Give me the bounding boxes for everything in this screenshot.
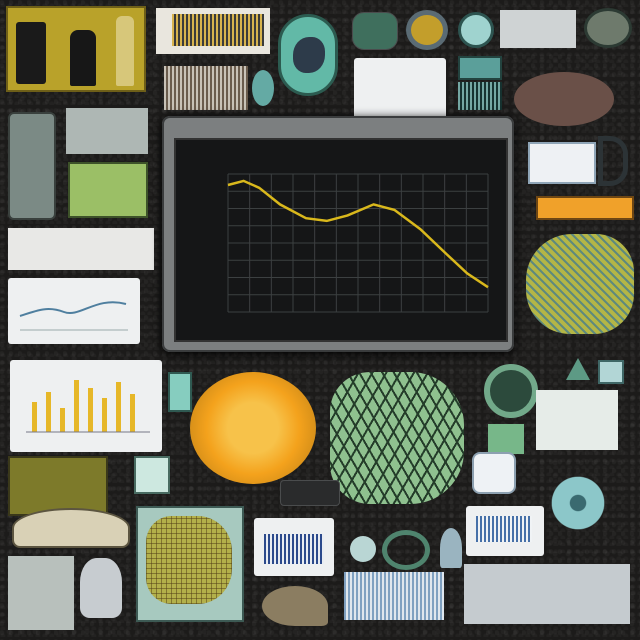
leaf-icon xyxy=(330,372,464,504)
lamp-icon xyxy=(80,558,122,618)
pillow-icon xyxy=(514,72,614,126)
fish-icon xyxy=(293,37,325,73)
teal-cap xyxy=(134,456,170,494)
bottle-panel xyxy=(6,6,146,92)
oval-badge xyxy=(584,8,632,48)
ring-icon xyxy=(406,10,448,50)
bird-icon xyxy=(262,586,328,626)
jar-icon xyxy=(8,112,56,220)
chart-curve xyxy=(227,179,489,289)
triangle-icon xyxy=(566,358,590,380)
bottom-right-bars xyxy=(476,516,532,542)
book-spines xyxy=(164,66,248,110)
text-label xyxy=(66,108,148,154)
green-tag xyxy=(68,162,148,218)
note-card xyxy=(536,390,618,450)
barcode-tile xyxy=(458,82,502,110)
text-note xyxy=(500,10,576,48)
scroll-note xyxy=(464,564,630,624)
teal-tile xyxy=(458,56,502,80)
swirl-icon xyxy=(382,530,430,570)
orange-strip xyxy=(536,196,634,220)
pod-icon xyxy=(252,70,274,106)
chart-grid xyxy=(227,173,489,313)
mini-bar-chart xyxy=(26,380,150,433)
footer-note xyxy=(8,556,74,630)
scroll-strip xyxy=(344,572,444,620)
feather-icon xyxy=(440,528,462,568)
tray-icon xyxy=(12,508,130,548)
bottle-icon xyxy=(116,16,134,86)
spiral-icon xyxy=(484,364,538,418)
chart-screen xyxy=(174,138,508,342)
bottle-icon xyxy=(16,22,46,84)
bar-chart-card xyxy=(10,360,162,452)
blue-bars xyxy=(264,534,324,564)
teal-block xyxy=(168,372,192,412)
mint-rect xyxy=(488,424,524,454)
fish-badge xyxy=(278,14,338,96)
bottom-dark-text xyxy=(280,480,340,506)
waffle-tile xyxy=(136,506,244,622)
line-chart xyxy=(227,173,489,313)
teal-tag xyxy=(598,360,624,384)
monitor xyxy=(162,116,514,352)
mini-line-chart xyxy=(19,301,128,331)
sticky-label xyxy=(528,142,596,184)
text-strip xyxy=(8,228,154,270)
pen-icon xyxy=(598,136,628,186)
bottle-icon xyxy=(70,30,96,86)
cup-icon xyxy=(472,452,516,494)
leaf-texture xyxy=(526,234,634,334)
line-chart-card xyxy=(8,278,140,344)
swatch-strip xyxy=(172,14,264,46)
blue-bars-card xyxy=(254,518,334,576)
sun-icon xyxy=(190,372,316,484)
flower-icon xyxy=(548,472,608,534)
olive-box xyxy=(8,456,108,516)
teal-disc-icon xyxy=(458,12,494,48)
pale-bulb xyxy=(350,536,376,562)
waffle-icon xyxy=(146,516,232,604)
shell-icon xyxy=(352,12,398,50)
bottom-right-card xyxy=(466,506,544,556)
